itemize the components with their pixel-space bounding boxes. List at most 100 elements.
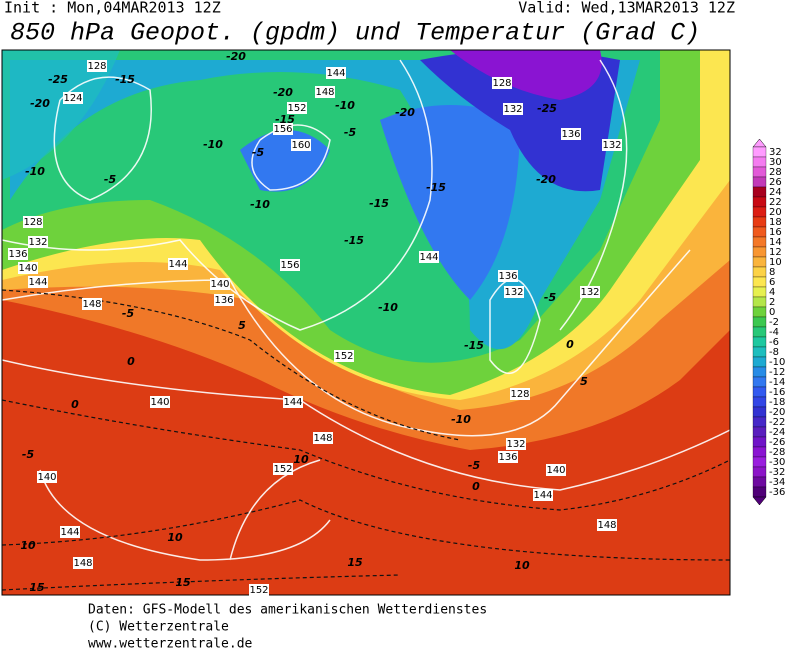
label-box xyxy=(561,128,581,140)
geopotential-label: 136 xyxy=(214,295,233,306)
colorbar-label: 8 xyxy=(769,267,775,278)
colorbar-label: -10 xyxy=(769,357,785,368)
label-box xyxy=(28,236,48,248)
map-field xyxy=(2,50,730,595)
colorbar-label: -34 xyxy=(769,477,785,488)
geopotential-label: 128 xyxy=(510,389,529,400)
colorbar-swatch xyxy=(752,206,767,218)
colorbar-label: 26 xyxy=(769,177,782,188)
label-box xyxy=(498,270,518,282)
colorbar-label: 0 xyxy=(769,307,775,318)
temperature-label: -15 xyxy=(426,181,446,194)
temperature-label: 15 xyxy=(175,576,191,589)
geopotential-label: 132 xyxy=(580,287,599,298)
colorbar-swatch xyxy=(752,476,767,488)
colorbar-swatch xyxy=(752,266,767,278)
label-box xyxy=(291,139,311,151)
colorbar-arrow xyxy=(752,138,767,148)
colorbar-label: -12 xyxy=(769,367,785,378)
footer-line: www.wetterzentrale.de xyxy=(88,637,253,648)
colorbar-swatch xyxy=(752,346,767,358)
colorbar-label: -28 xyxy=(769,447,785,458)
colorbar-swatch xyxy=(752,256,767,268)
label-box xyxy=(210,278,230,290)
colorbar-swatch xyxy=(752,416,767,428)
geopotential-label: 156 xyxy=(273,124,292,135)
colorbar-label: 24 xyxy=(769,187,782,198)
temperature-label: -15 xyxy=(275,113,295,126)
geopotential-label: 148 xyxy=(82,299,101,310)
temperature-label: -10 xyxy=(378,301,398,314)
label-box xyxy=(533,489,553,501)
label-box xyxy=(28,276,48,288)
temperature-label: -10 xyxy=(451,413,471,426)
geopotential-label: 156 xyxy=(280,260,299,271)
temperature-label: 0 xyxy=(127,355,135,368)
colorbar-label: 2 xyxy=(769,297,775,308)
label-box xyxy=(273,123,293,135)
geopotential-label: 144 xyxy=(326,68,345,79)
geopotential-label: 144 xyxy=(60,527,79,538)
colorbar-label: -32 xyxy=(769,467,785,478)
colorbar-label: 20 xyxy=(769,207,782,218)
geopotential-label: 148 xyxy=(73,558,92,569)
label-box xyxy=(498,451,518,463)
temperature-label: 0 xyxy=(71,398,79,411)
label-box xyxy=(503,103,523,115)
colorbar-swatch xyxy=(752,166,767,178)
colorbar-label: 10 xyxy=(769,257,782,268)
temperature-label: -5 xyxy=(122,307,135,320)
label-box xyxy=(273,463,293,475)
temperature-label: -20 xyxy=(226,50,246,63)
temperature-label: 15 xyxy=(347,556,363,569)
label-box xyxy=(87,60,107,72)
colorbar-swatch xyxy=(752,386,767,398)
geopotential-label: 144 xyxy=(533,490,552,501)
colorbar-swatch xyxy=(752,306,767,318)
temperature-label: -25 xyxy=(537,102,557,115)
geopotential-label: 136 xyxy=(8,249,27,260)
temperature-label: -15 xyxy=(369,197,389,210)
colorbar-swatch xyxy=(752,276,767,288)
geopotential-label: 148 xyxy=(313,433,332,444)
colorbar-swatch xyxy=(752,156,767,168)
temperature-label: -5 xyxy=(22,448,35,461)
colorbar-label: 12 xyxy=(769,247,782,258)
label-box xyxy=(214,294,234,306)
geopotential-label: 136 xyxy=(561,129,580,140)
colorbar-swatch xyxy=(752,436,767,448)
colorbar-swatch xyxy=(752,236,767,248)
geopotential-label: 152 xyxy=(287,103,306,114)
geopotential-label: 124 xyxy=(63,93,82,104)
colorbar-swatch xyxy=(752,226,767,238)
label-box xyxy=(73,557,93,569)
label-box xyxy=(546,464,566,476)
colorbar-swatch xyxy=(752,196,767,208)
label-box xyxy=(334,350,354,362)
geopotential-label: 152 xyxy=(273,464,292,475)
geopotential-label: 144 xyxy=(168,259,187,270)
geopotential-label: 152 xyxy=(334,351,353,362)
label-box xyxy=(504,286,524,298)
label-box xyxy=(82,298,102,310)
temperature-label: -5 xyxy=(468,459,481,472)
temperature-label: 0 xyxy=(472,480,480,493)
temperature-label: -5 xyxy=(544,291,557,304)
geopotential-label: 136 xyxy=(498,271,517,282)
colorbar-label: -26 xyxy=(769,437,785,448)
colorbar-swatch xyxy=(752,176,767,188)
colorbar-label: -8 xyxy=(769,347,779,358)
temperature-label: -20 xyxy=(30,97,50,110)
colorbar-swatch xyxy=(752,146,767,158)
footer-line: (C) Wetterzentrale xyxy=(88,620,229,635)
geopotential-label: 132 xyxy=(503,104,522,115)
temperature-label: -20 xyxy=(395,106,415,119)
colorbar-swatch xyxy=(752,216,767,228)
footer-line: Daten: GFS-Modell des amerikanischen Wet… xyxy=(88,603,487,618)
colorbar-label: 22 xyxy=(769,197,782,208)
colorbar-swatch xyxy=(752,466,767,478)
colorbar-swatch xyxy=(752,356,767,368)
temperature-label: -5 xyxy=(344,126,357,139)
